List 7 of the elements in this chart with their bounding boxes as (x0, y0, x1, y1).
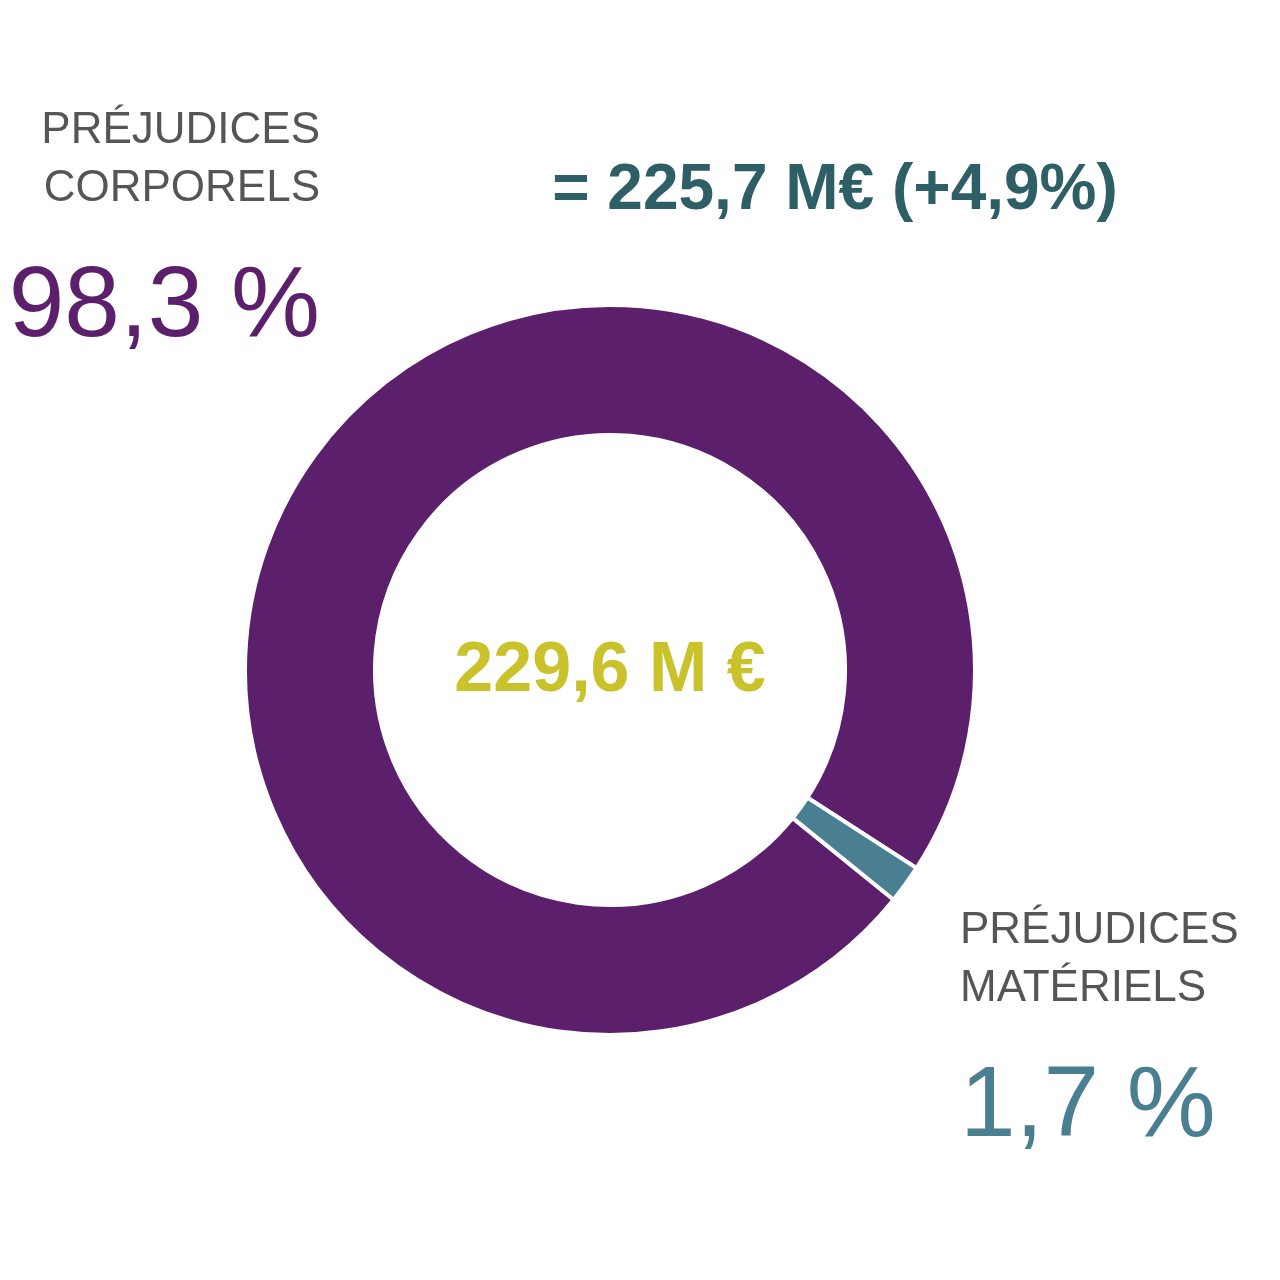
data-label: 98,3 % (8, 245, 320, 357)
slice-label: PRÉJUDICES CORPORELS (41, 103, 320, 210)
slice-label: PRÉJUDICES MATÉRIELS (960, 903, 1239, 1010)
text: 229,6 M € (454, 628, 766, 706)
data-label: 1,7 % (960, 1045, 1216, 1157)
donut-slice (790, 795, 919, 902)
text: = 225,7 M€ (+4,9%) (552, 151, 1118, 223)
